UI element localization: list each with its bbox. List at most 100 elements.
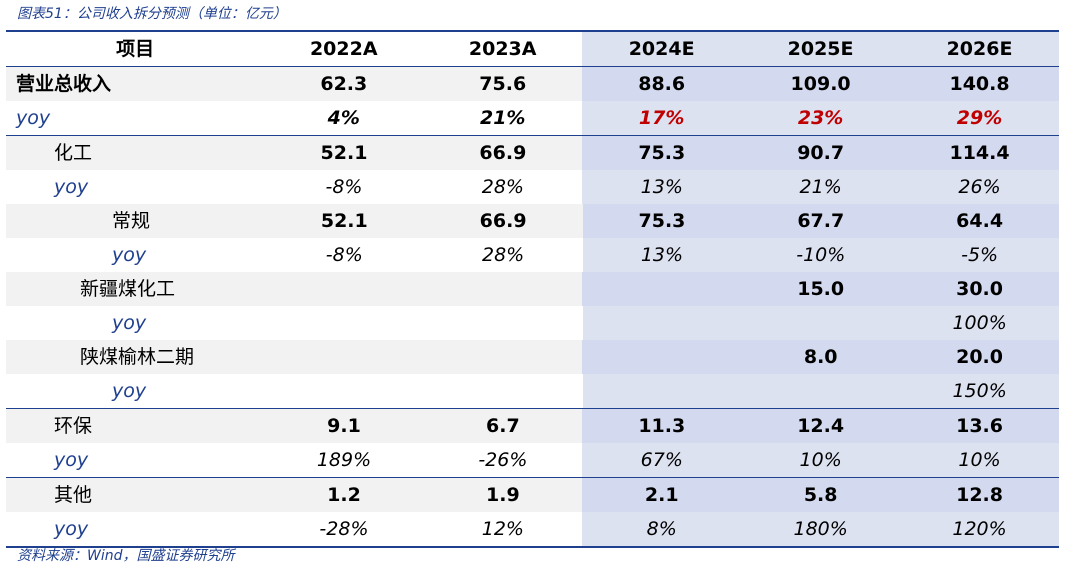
value-cell	[582, 306, 742, 340]
row-label: 化工	[6, 136, 265, 170]
table-row: 常规 52.1 66.9 75.3 67.7 64.4	[6, 204, 1060, 238]
value-cell	[265, 306, 424, 340]
value-cell: 1.9	[423, 478, 583, 512]
row-label: yoy	[112, 312, 147, 334]
table-row: yoy 100%	[6, 306, 1060, 340]
row-label: 环保	[6, 409, 265, 443]
value-cell: 100%	[900, 306, 1060, 340]
value-cell: 12.4	[741, 409, 901, 443]
value-cell: 64.4	[900, 204, 1060, 238]
row-label: yoy	[54, 176, 89, 198]
bottom-rule	[6, 546, 1059, 548]
table-row: yoy -8% 28% 13% 21% 26%	[6, 170, 1059, 204]
value-cell: 11.3	[582, 409, 742, 443]
value-cell: 75.3	[582, 204, 742, 238]
value-cell: 90.7	[741, 136, 901, 170]
value-cell: 12.8	[900, 478, 1059, 512]
row-label: yoy	[112, 244, 147, 266]
value-cell	[423, 272, 583, 306]
table-row: 陕煤榆林二期 8.0 20.0	[6, 340, 1059, 374]
value-cell: 13.6	[900, 409, 1059, 443]
value-cell: 30.0	[900, 272, 1059, 306]
table-row: yoy 150%	[6, 374, 1060, 408]
value-cell: 150%	[900, 374, 1060, 408]
value-cell: 66.9	[423, 136, 583, 170]
value-cell: 66.9	[423, 204, 583, 238]
value-cell	[264, 340, 424, 374]
header-2022a: 2022A	[309, 38, 378, 60]
table-row: yoy -8% 28% 13% -10% -5%	[6, 238, 1060, 272]
value-cell: -26%	[478, 449, 528, 471]
row-label: 营业总收入	[6, 67, 265, 101]
table-row: 新疆煤化工 15.0 30.0	[6, 272, 1059, 306]
value-cell: 67.7	[741, 204, 901, 238]
value-cell: 1.2	[264, 478, 424, 512]
value-cell: 4%	[327, 107, 360, 129]
value-cell: 23%	[741, 101, 901, 135]
table-row: 环保 9.1 6.7 11.3 12.4 13.6	[6, 408, 1059, 443]
value-cell: 13%	[582, 170, 742, 204]
header-2026e: 2026E	[900, 32, 1059, 66]
value-cell	[264, 272, 424, 306]
value-cell: 12%	[481, 518, 524, 540]
value-cell	[424, 374, 583, 408]
value-cell: 189%	[316, 449, 372, 471]
value-cell: 6.7	[423, 409, 583, 443]
value-cell	[265, 374, 424, 408]
value-cell: 9.1	[264, 409, 424, 443]
revenue-forecast-table: 项目 2022A 2023A 2024E 2025E 2026E 营业总收入 6…	[6, 30, 1060, 548]
value-cell: 5.8	[741, 478, 901, 512]
header-2023a: 2023A	[468, 38, 537, 60]
table-caption: 图表51：公司收入拆分预测（单位：亿元）	[17, 6, 287, 22]
value-cell: 28%	[482, 244, 525, 266]
value-cell: 75.3	[582, 136, 742, 170]
value-cell	[424, 306, 583, 340]
value-cell: 28%	[481, 176, 524, 198]
value-cell: 2.1	[582, 478, 742, 512]
value-cell: 52.1	[264, 204, 424, 238]
value-cell: 88.6	[582, 67, 742, 101]
source-note: 资料来源：Wind，国盛证券研究所	[17, 548, 235, 564]
value-cell	[741, 374, 901, 408]
value-cell: 120%	[900, 512, 1059, 546]
table-row: 化工 52.1 66.9 75.3 90.7 114.4	[6, 135, 1059, 170]
table-row: yoy -28% 12% 8% 180% 120%	[6, 512, 1059, 546]
table-row: 营业总收入 62.3 75.6 88.6 109.0 140.8	[6, 66, 1060, 101]
row-label: yoy	[54, 518, 89, 540]
value-cell: 21%	[741, 170, 901, 204]
row-label: yoy	[54, 449, 89, 471]
value-cell: 13%	[582, 238, 742, 272]
value-cell: -28%	[319, 518, 369, 540]
row-label: yoy	[16, 107, 51, 129]
value-cell	[423, 340, 583, 374]
value-cell: 67%	[582, 443, 742, 477]
value-cell: 26%	[900, 170, 1059, 204]
top-rule	[6, 30, 1059, 32]
value-cell: 10%	[741, 443, 901, 477]
row-label: yoy	[112, 380, 147, 402]
value-cell: 180%	[741, 512, 901, 546]
row-label: 其他	[6, 478, 265, 512]
value-cell	[582, 340, 742, 374]
table-row: 其他 1.2 1.9 2.1 5.8 12.8	[6, 477, 1059, 512]
value-cell: 75.6	[423, 67, 583, 101]
value-cell: 52.1	[264, 136, 424, 170]
value-cell: 15.0	[741, 272, 901, 306]
value-cell: 10%	[900, 443, 1059, 477]
row-label: 陕煤榆林二期	[6, 340, 265, 374]
value-cell: 20.0	[900, 340, 1059, 374]
value-cell: 140.8	[900, 67, 1060, 101]
header-item: 项目	[116, 38, 155, 60]
header-row: 项目 2022A 2023A 2024E 2025E 2026E	[6, 32, 1059, 66]
value-cell: 109.0	[741, 67, 901, 101]
row-label: 新疆煤化工	[6, 272, 265, 306]
value-cell: 17%	[582, 101, 742, 135]
value-cell: 21%	[479, 107, 526, 129]
value-cell	[582, 374, 742, 408]
table-row: yoy 4% 21% 17% 23% 29%	[6, 101, 1060, 135]
value-cell: 8.0	[741, 340, 901, 374]
header-2024e: 2024E	[582, 32, 742, 66]
table-row: yoy 189% -26% 67% 10% 10%	[6, 443, 1059, 477]
value-cell: 62.3	[264, 67, 424, 101]
value-cell	[582, 272, 742, 306]
